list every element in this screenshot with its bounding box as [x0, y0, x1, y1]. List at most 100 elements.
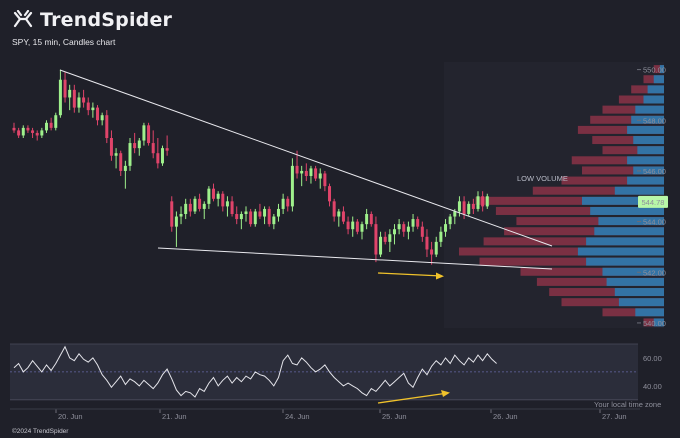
candle-body: [72, 89, 76, 108]
candle-body: [179, 214, 183, 217]
candle-body: [202, 203, 206, 209]
volume-bar-sell: [459, 247, 664, 256]
candle-body: [355, 221, 359, 232]
volume-bar-buy: [614, 288, 664, 297]
volume-bar-sell: [532, 186, 664, 195]
brand: TrendSpider: [12, 8, 172, 32]
candle-body: [128, 143, 132, 166]
date-axis-label: 24. Jun: [285, 412, 310, 421]
candle-body: [235, 214, 239, 220]
candle-body: [137, 140, 141, 149]
candle-body: [119, 153, 123, 171]
volume-bar-buy: [637, 146, 664, 155]
candle-body: [31, 130, 35, 133]
candle-body: [411, 219, 415, 227]
low-volume-annotation: LOW VOLUME: [517, 174, 568, 183]
volume-bar-sell: [504, 227, 664, 236]
last-price-badge: [638, 195, 668, 208]
volume-bar-sell: [602, 105, 664, 114]
candle-body: [49, 122, 53, 128]
volume-bar-buy: [618, 298, 664, 307]
trendspider-logo-icon: [13, 10, 33, 28]
volume-bar-buy: [647, 85, 664, 94]
volume-bar-sell: [520, 267, 664, 276]
candle-body: [323, 173, 327, 187]
candle-body: [467, 203, 471, 214]
price-axis-label: 542.00: [643, 268, 666, 277]
candle-body: [272, 216, 276, 225]
lower-trendline: [157, 247, 553, 270]
candle-body: [281, 198, 285, 209]
candle-body: [156, 153, 160, 164]
volume-bar-buy: [586, 257, 664, 266]
volume-bar-buy: [643, 95, 664, 104]
candle-body: [114, 153, 118, 156]
candle-body: [133, 143, 137, 149]
price-axis-label: 548.00: [643, 116, 666, 125]
volume-bar-buy: [598, 217, 664, 226]
candle-body: [397, 224, 401, 230]
candle-body: [481, 196, 485, 207]
candle-body: [295, 165, 299, 174]
volume-bar-buy: [577, 247, 664, 256]
volume-bar-sell: [516, 217, 664, 226]
candle-body: [337, 211, 341, 217]
volume-bar-sell: [479, 257, 664, 266]
candle-body: [392, 229, 396, 235]
candle-body: [360, 224, 364, 232]
volume-bar-buy: [602, 267, 664, 276]
volume-bar-buy: [614, 186, 664, 195]
candle-body: [96, 107, 100, 121]
candle-body: [341, 211, 345, 222]
volume-bar-sell: [602, 146, 664, 155]
candle-body: [40, 130, 44, 136]
candle-body: [151, 143, 155, 154]
candle-body: [147, 125, 151, 144]
volume-bar-sell: [592, 136, 664, 145]
copyright: ©2024 TrendSpider: [12, 428, 69, 435]
candle-body: [142, 125, 146, 141]
candle-body: [26, 127, 30, 131]
date-axis-label: 21. Jun: [162, 412, 187, 421]
candle-body: [448, 216, 452, 225]
price-axis-label: 544.00: [643, 218, 666, 227]
candle-body: [109, 138, 113, 156]
candle-body: [314, 168, 318, 179]
candle-body: [225, 201, 229, 207]
candle-body: [174, 216, 178, 227]
price-axis-label: 546.00: [643, 167, 666, 176]
date-axis-label: 27. Jun: [602, 412, 627, 421]
rsi-arrow: [377, 392, 449, 404]
volume-bar-buy: [631, 115, 664, 124]
rsi-chart: 60.00 40.00: [10, 343, 662, 404]
candle-body: [160, 148, 164, 164]
candle-body: [444, 224, 448, 232]
candle-body: [216, 193, 220, 199]
candle-body: [290, 165, 294, 207]
chart-subtitle: SPY, 15 min, Candles chart: [12, 37, 116, 47]
candle-body: [263, 208, 267, 217]
candle-body: [351, 221, 355, 230]
volume-bar-buy: [633, 166, 664, 175]
volume-bar-sell: [590, 115, 664, 124]
candle-body: [374, 224, 378, 255]
candle-body: [430, 249, 434, 255]
candle-body: [12, 127, 16, 131]
candle-body: [346, 221, 350, 230]
volume-bar-sell: [653, 65, 664, 74]
candle-body: [383, 236, 387, 242]
volume-bar-buy: [653, 318, 664, 327]
candle-body: [300, 170, 304, 174]
volume-bar-sell: [561, 298, 664, 307]
candle-body: [91, 107, 95, 111]
volume-bar-sell: [618, 95, 664, 104]
candle-body: [170, 201, 174, 227]
candle-body: [165, 148, 169, 151]
candle-body: [434, 241, 438, 255]
candle-body: [17, 130, 21, 136]
price-arrow: [377, 272, 443, 277]
volume-bar-sell: [536, 277, 664, 286]
candle-body: [420, 226, 424, 237]
candle-body: [68, 89, 72, 98]
candle-body: [239, 214, 243, 220]
